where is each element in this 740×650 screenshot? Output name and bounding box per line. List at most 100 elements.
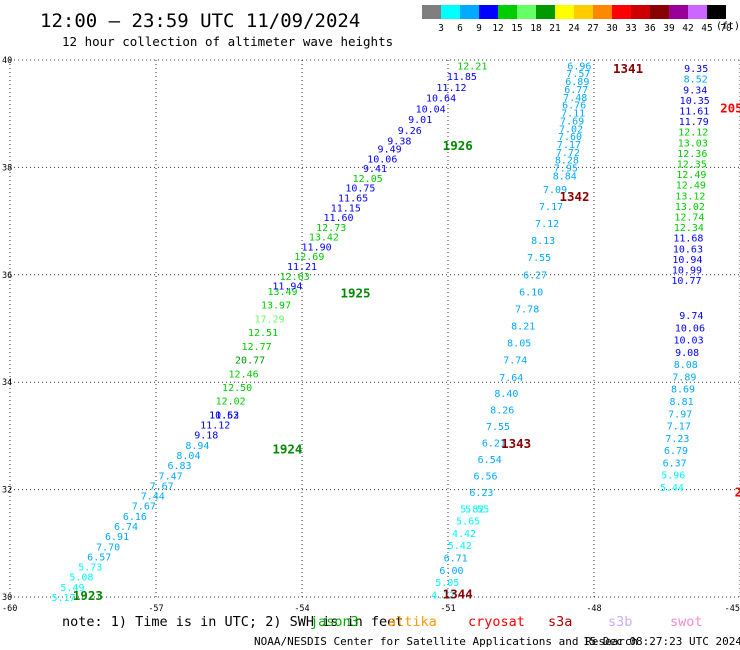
wave-height-label: 5.55 — [465, 504, 489, 515]
colorbar-swatch — [441, 5, 460, 19]
colorbar-swatch — [498, 5, 517, 19]
wave-height-label: 8.21 — [511, 322, 535, 333]
wave-height-label: 6.21 — [482, 438, 506, 449]
y-tick-label: 32 — [2, 486, 12, 496]
colorbar-unit: (ft) — [716, 21, 740, 32]
x-tick-label: -51 — [440, 604, 455, 614]
pass-label: 1342 — [559, 189, 589, 204]
wave-height-label: 4.42 — [452, 529, 476, 540]
wave-height-label: 10.35 — [680, 96, 710, 107]
wave-height-label: 9.01 — [408, 115, 432, 126]
footer-note: note: 1) Time is in UTC; 2) SWH is in fe… — [62, 614, 403, 630]
chart-title: 12:00 — 23:59 UTC 11/09/2024 — [40, 10, 360, 32]
wave-height-label: 10.04 — [416, 104, 446, 115]
wave-height-label: 11.79 — [679, 117, 709, 128]
wave-height-label: 11.61 — [679, 106, 709, 117]
wave-height-label: 12.63 — [280, 272, 310, 283]
wave-height-label: 11.60 — [323, 213, 353, 224]
wave-height-label: 12.21 — [457, 61, 487, 72]
data-marks: 5.175.495.085.736.577.706.916.746.167.67… — [51, 61, 740, 604]
x-tick-label: -45 — [725, 604, 740, 614]
axis-ticks: -60 -57 -54 -51 -48 -45 30 32 34 36 38 40 — [2, 56, 740, 614]
wave-height-label: 11.15 — [331, 203, 361, 214]
wave-height-label: 7.67 — [132, 502, 156, 513]
wave-height-label: 12.74 — [674, 213, 704, 224]
satellite-swot: swot — [670, 614, 703, 630]
colorbar-tick-label: 3 — [438, 23, 444, 34]
wave-height-label: 12.73 — [316, 223, 346, 234]
wave-height-label: 7.55 — [527, 253, 551, 264]
wave-height-label: 7.95 — [554, 164, 578, 175]
wave-height-label: 7.44 — [141, 492, 165, 503]
wave-height-label: 12.77 — [242, 342, 272, 353]
colorbar-swatch — [669, 5, 688, 19]
satellite-jason3: jason3 — [310, 614, 359, 630]
pass-label: 1925 — [340, 286, 370, 301]
wave-height-label: 6.71 — [444, 553, 468, 564]
wave-height-label: 11.90 — [302, 242, 332, 253]
wave-height-label: 10.94 — [672, 255, 702, 266]
grid-lines — [9, 59, 740, 598]
x-tick-label: -57 — [148, 604, 163, 614]
wave-height-label: 6.96 — [567, 61, 591, 72]
wave-height-label: 12.46 — [229, 369, 259, 380]
wave-height-label: 7.72 — [556, 148, 580, 159]
wave-height-label: 7.17 — [539, 202, 563, 213]
wave-height-label: 13.49 — [267, 287, 297, 298]
wave-height-label: 5.73 — [78, 563, 102, 574]
colorbar-swatch — [517, 5, 536, 19]
wave-height-label: 7.97 — [668, 409, 692, 420]
wave-height-label: 5.08 — [69, 573, 93, 584]
y-tick-label: 40 — [2, 56, 12, 66]
wave-height-label: 12.49 — [676, 170, 706, 181]
colorbar-tick-label: 42 — [682, 23, 693, 34]
satellite-s3b: s3b — [608, 614, 632, 630]
chart-subtitle: 12 hour collection of altimeter wave hei… — [62, 34, 393, 49]
wave-height-label: 7.67 — [150, 481, 174, 492]
colorbar-swatch — [536, 5, 555, 19]
wave-height-label: 10.99 — [672, 266, 702, 277]
wave-height-label: 17.29 — [255, 314, 285, 325]
colorbar-tick-label: 30 — [606, 23, 618, 34]
wave-height-label: 9.38 — [387, 137, 411, 148]
wave-height-label: 9.35 — [684, 64, 708, 75]
wave-height-label: 6.54 — [478, 455, 502, 466]
colorbar-swatch — [555, 5, 574, 19]
wave-height-label: 7.48 — [563, 93, 587, 104]
x-tick-label: -60 — [2, 604, 17, 614]
wave-height-label: 13.97 — [261, 301, 291, 312]
colorbar-swatch — [688, 5, 707, 19]
color-scale-legend: 3 6 9 12 15 18 21 24 27 30 33 36 39 42 45 70 — [422, 5, 732, 34]
wave-height-label: 12.69 — [294, 252, 324, 263]
wave-height-label: 8.40 — [494, 389, 518, 400]
colorbar-swatch — [593, 5, 612, 19]
wave-height-label: 20.77 — [235, 356, 265, 367]
wave-height-label: 10.63 — [673, 244, 703, 255]
wave-height-label: 5.05 — [435, 578, 459, 589]
wave-height-label: 7.89 — [672, 372, 696, 383]
wave-height-label: 7.78 — [515, 304, 539, 315]
pass-label: 1343 — [501, 436, 531, 451]
colorbar-swatch — [631, 5, 650, 19]
wave-height-label: 9.34 — [683, 85, 707, 96]
wave-height-label: 7.60 — [558, 132, 582, 143]
wave-height-label: 5.49 — [60, 583, 84, 594]
wave-height-label: 10.52 — [209, 410, 239, 421]
satellite-s3a: s3a — [548, 614, 572, 630]
colorbar-tick-label: 18 — [530, 23, 542, 34]
wave-height-label: 11.12 — [200, 421, 230, 432]
y-tick-label: 34 — [2, 378, 12, 388]
wave-height-label: 6.57 — [87, 552, 111, 563]
wave-height-label: 8.81 — [670, 397, 694, 408]
wave-height-label: 12.49 — [676, 181, 706, 192]
wave-height-label: 9.18 — [194, 431, 218, 442]
wave-height-label: 6.79 — [664, 446, 688, 457]
satellite-cryosat: cryosat — [468, 614, 525, 630]
wave-height-label: 6.76 — [562, 101, 586, 112]
wave-height-label: 5.96 — [661, 471, 685, 482]
colorbar-tick-label: 9 — [476, 23, 482, 34]
wave-height-label: 11.94 — [272, 282, 302, 293]
wave-height-label: 9.41 — [363, 164, 387, 175]
